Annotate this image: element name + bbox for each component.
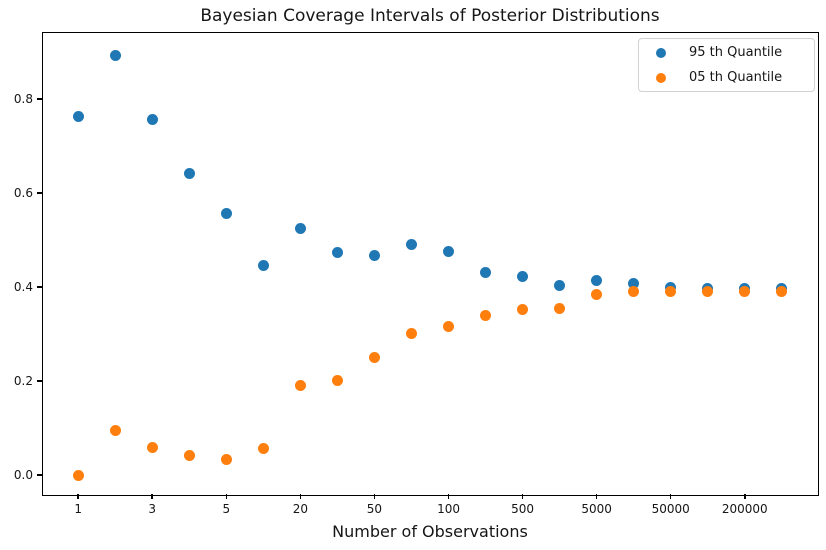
x-tick-mark — [299, 494, 302, 499]
plot-area: 95 th Quantile 05 th Quantile 0.0 0.2 0.4 0… — [14, 31, 819, 516]
x-tick-mark — [77, 494, 79, 499]
data-point-95th-quantile — [517, 270, 529, 282]
data-point-95th-quantile — [331, 247, 343, 259]
data-point-05th-quantile — [665, 285, 677, 297]
x-tick-mark — [669, 494, 672, 499]
y-tick-label: 0.0 — [13, 468, 33, 483]
data-point-05th-quantile — [776, 285, 788, 297]
x-tick-label: 200000 — [721, 502, 768, 516]
legend: 95 th Quantile 05 th Quantile — [638, 38, 815, 92]
y-tick-label: 0.8 — [13, 91, 33, 106]
x-tick-label: 5000 — [581, 502, 612, 516]
data-point-05th-quantile — [72, 469, 84, 481]
y-tick-label: 0.2 — [13, 374, 33, 389]
legend-label-95th: 95 th Quantile — [689, 45, 783, 60]
data-point-95th-quantile — [146, 114, 158, 126]
chart-title: Bayesian Coverage Intervals of Posterior… — [200, 6, 660, 26]
legend-label-05th: 05 th Quantile — [689, 70, 783, 85]
data-point-95th-quantile — [554, 279, 566, 291]
x-tick-label: 500 — [511, 502, 535, 516]
data-point-05th-quantile — [702, 286, 714, 298]
data-point-95th-quantile — [443, 246, 455, 258]
data-point-05th-quantile — [331, 374, 343, 386]
y-tick-mark — [36, 98, 42, 100]
data-point-05th-quantile — [183, 449, 195, 461]
x-tick-mark — [744, 494, 746, 499]
y-tick-label: 0.6 — [13, 185, 33, 200]
y-tick-mark — [36, 474, 42, 476]
data-point-05th-quantile — [591, 288, 603, 300]
y-tick-label: 0.4 — [13, 280, 33, 295]
y-tick-mark — [36, 380, 42, 382]
data-point-05th-quantile — [146, 441, 158, 453]
data-point-05th-quantile — [405, 327, 417, 339]
y-tick-mark — [36, 192, 42, 194]
data-point-95th-quantile — [368, 250, 380, 261]
data-point-05th-quantile — [368, 352, 380, 364]
data-point-05th-quantile — [628, 286, 640, 298]
data-point-05th-quantile — [517, 303, 529, 315]
legend-item-05th-quantile[interactable]: 05 th Quantile — [656, 67, 814, 89]
data-point-05th-quantile — [220, 454, 232, 466]
x-tick-mark — [225, 494, 228, 499]
x-tick-label: 3 — [148, 502, 157, 516]
x-tick-label: 100 — [437, 502, 460, 516]
legend-item-95th-quantile[interactable]: 95 th Quantile — [656, 42, 814, 64]
data-point-95th-quantile — [109, 49, 121, 61]
data-point-05th-quantile — [554, 303, 566, 315]
data-point-05th-quantile — [257, 442, 269, 454]
data-point-95th-quantile — [405, 238, 417, 250]
x-axis-label: Number of Observations — [332, 522, 528, 541]
x-tick-label: 50000 — [651, 502, 690, 516]
data-point-95th-quantile — [257, 259, 269, 271]
data-point-05th-quantile — [109, 425, 121, 437]
x-tick-mark — [521, 494, 524, 499]
data-point-95th-quantile — [220, 207, 232, 219]
data-point-05th-quantile — [294, 379, 306, 391]
x-tick-mark — [373, 494, 376, 499]
data-point-95th-quantile — [72, 110, 84, 122]
data-point-95th-quantile — [294, 222, 306, 234]
legend-marker-95th-icon — [656, 47, 666, 58]
x-tick-label: 50 — [366, 502, 383, 516]
data-point-95th-quantile — [591, 275, 603, 287]
x-tick-label: 5 — [222, 502, 231, 516]
x-tick-mark — [447, 494, 450, 499]
legend-marker-05th-icon — [656, 72, 666, 83]
data-point-05th-quantile — [443, 320, 455, 332]
x-tick-label: 1 — [74, 502, 82, 516]
data-point-95th-quantile — [183, 167, 195, 179]
data-point-05th-quantile — [480, 310, 492, 322]
x-tick-mark — [595, 494, 598, 499]
x-tick-label: 20 — [292, 502, 309, 516]
data-point-95th-quantile — [480, 267, 492, 279]
x-tick-mark — [151, 494, 153, 499]
data-point-05th-quantile — [739, 285, 751, 297]
y-tick-mark — [36, 286, 42, 288]
axes-frame — [41, 31, 819, 496]
data-point-95th-quantile — [628, 278, 640, 290]
